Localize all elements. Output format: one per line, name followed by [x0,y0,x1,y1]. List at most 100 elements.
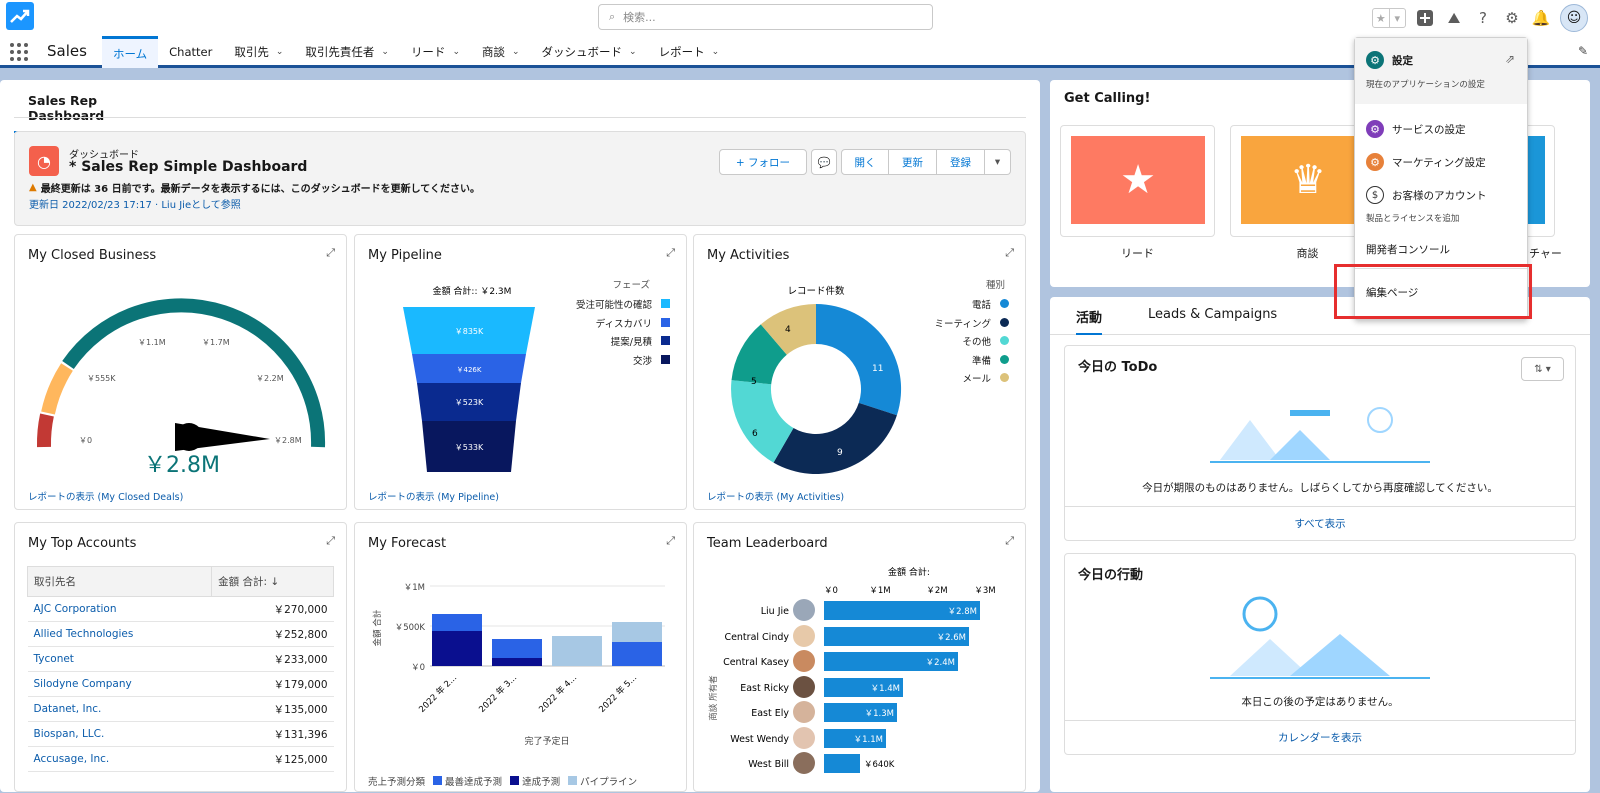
account-link[interactable]: Silodyne Company [27,671,212,697]
your-account-item[interactable]: $ お客様のアカウント [1366,186,1487,204]
expand-icon[interactable]: ⤢ [326,534,335,547]
dashboard-tab[interactable]: Sales Rep Dashboard [14,86,176,133]
svg-text:￥1M: ￥1M [404,583,425,593]
funnel-segment [417,383,521,421]
funnel-segment [412,354,526,383]
account-link[interactable]: Accusage, Inc. [27,746,212,772]
chevron-down-icon: ⌄ [275,47,284,57]
notification-bell-icon[interactable]: 🔔 [1531,9,1551,27]
funnel-segment [422,421,516,472]
account-link[interactable]: Datanet, Inc. [27,696,212,722]
app-logo[interactable] [6,2,34,30]
gauge-tick: ￥2.8M [274,436,302,445]
card-title: 今日の行動 [1078,568,1144,583]
tab-leads-campaigns[interactable]: Leads & Campaigns [1148,307,1278,322]
account-link[interactable]: AJC Corporation [27,596,212,622]
nav-tab-home[interactable]: ホーム [102,36,159,68]
svg-text:East Ricky: East Ricky [740,683,789,694]
top-accounts-card: My Top Accounts ⤢ 取引先名 金額 合計: ↓ AJC Corpo… [14,522,347,792]
tab-activity[interactable]: 活動 [1076,307,1103,335]
view-calendar-link[interactable]: カレンダーを表示 [1065,720,1575,754]
card-title: My Forecast [368,536,447,551]
chatter-feed-icon[interactable]: 💬 [811,149,837,175]
pipeline-card: My Pipeline ⤢ 金額 合計:: ￥2.3M ￥835K ￥426K … [354,234,687,510]
expand-icon[interactable]: ⤢ [666,534,675,547]
expand-icon[interactable]: ⤢ [666,246,675,259]
svg-text:￥2M: ￥2M [926,586,947,596]
sort-menu-icon[interactable]: ⇅ ▾ [1521,357,1564,381]
nav-tab-contacts[interactable]: 取引先責任者 ⌄ [305,45,389,59]
view-all-link[interactable]: すべて表示 [1065,506,1575,540]
help-icon[interactable]: ? [1479,9,1487,27]
user-avatar[interactable]: ☺ [1560,4,1588,32]
developer-console-item[interactable]: 開発者コンソール [1366,244,1450,256]
highlight-box [1334,264,1532,319]
setup-menu: ⚙ 設定 ⇗ 現在のアプリケーションの設定 ⚙ サービスの設定 ⚙ マーケティング設定… [1354,37,1528,320]
nav-tab-chatter[interactable]: Chatter [169,45,213,59]
donut-chart: レコード件数 11 9 6 5 4 [731,285,902,475]
view-report-link[interactable]: レポートの表示 (My Activities) [707,492,845,503]
card-title: My Activities [707,248,790,263]
open-new-window-icon[interactable]: ⇗ [1504,52,1515,66]
chevron-down-icon: ⌄ [711,47,720,57]
dashboard-icon: ◔ [29,146,59,176]
stale-warning: ▲ 最終更新は 36 日前です。最新データを表示するには、このダッシュボードを更新… [29,182,480,195]
column-header[interactable]: 取引先名 [26,566,213,597]
gauge-tick: ￥0 [79,436,92,445]
dashboard-subtitle: ダッシュボード [69,150,139,161]
card-title: My Pipeline [368,248,442,263]
table-row: Silodyne Company ￥179,000 [27,671,334,697]
account-link[interactable]: Allied Technologies [27,621,212,647]
leaderboard-bar [824,601,980,620]
svg-text:￥2.6M: ￥2.6M [937,633,966,643]
expand-icon[interactable]: ⤢ [1005,246,1014,259]
forecast-legend: 売上予測分類 最善達成予測 達成予測 パイプライン [368,776,638,788]
leads-tile[interactable]: ★ [1060,125,1215,237]
expand-icon[interactable]: ⤢ [1005,534,1014,547]
search-input[interactable]: ⌕ 検索... [598,4,933,30]
events-card: 今日の行動 本日この後の予定はありません。 カレンダーを表示 [1064,553,1576,755]
nav-tab-accounts[interactable]: 取引先 ⌄ [234,45,284,59]
svg-text:Central Cindy: Central Cindy [724,632,789,643]
refresh-button[interactable]: 更新 [889,149,937,175]
forecast-bar [612,642,662,666]
column-header[interactable]: 金額 合計: ↓ [211,566,334,597]
svg-text:2022 年 3...: 2022 年 3... [477,672,519,714]
nav-tab-opportunities[interactable]: 商談 ⌄ [481,45,520,59]
app-launcher-icon[interactable] [10,43,28,61]
gauge-tick: ￥555K [87,374,116,383]
view-report-link[interactable]: レポートの表示 (My Pipeline) [368,492,499,503]
more-actions-chevron-icon[interactable]: ▾ [985,149,1011,175]
trailhead-icon[interactable]: ⛰ [1447,9,1461,27]
empty-message: 本日この後の予定はありません。 [1241,696,1399,708]
leaderboard-bar [824,703,897,722]
setup-gear-icon: ⚙ [1366,51,1384,69]
nav-tab-leads[interactable]: リード ⌄ [410,45,460,59]
service-setup-item[interactable]: ⚙ サービスの設定 [1366,120,1466,138]
svg-text:￥0: ￥0 [411,663,425,673]
nav-tab-dashboards[interactable]: ダッシュボード ⌄ [541,45,637,59]
favorites-button[interactable]: ★ ▾ [1372,8,1406,28]
user-avatar-icon [793,625,815,647]
card-title: My Closed Business [28,248,157,263]
edit-nav-pencil-icon[interactable]: ✎ [1577,44,1588,58]
forecast-bar [492,639,542,658]
star-icon: ★ [1375,11,1386,25]
marketing-setup-item[interactable]: ⚙ マーケティング設定 [1366,153,1486,171]
view-report-link[interactable]: レポートの表示 (My Closed Deals) [28,492,184,503]
account-link[interactable]: Biospan, LLC. [27,721,212,747]
nav-tab-reports[interactable]: レポート ⌄ [658,45,720,59]
subscribe-button[interactable]: 登録 [937,149,985,175]
chevron-down-icon: ⌄ [511,47,520,57]
global-actions-icon[interactable] [1415,8,1435,28]
edit-page-item[interactable]: 編集ページ [1366,287,1419,299]
setup-gear-icon[interactable]: ⚙ [1505,9,1519,27]
funnel-chart: 金額 合計:: ￥2.3M ￥835K ￥426K ￥523K ￥533K [403,285,535,472]
open-button[interactable]: 開く [841,149,889,175]
follow-button[interactable]: + フォロー [719,149,807,175]
tile-label: リード [1121,247,1154,260]
card-title: 今日の ToDo [1078,360,1158,375]
account-link[interactable]: Tyconet [27,646,212,672]
setup-menu-item[interactable]: ⚙ 設定 [1366,51,1413,69]
expand-icon[interactable]: ⤢ [326,246,335,259]
